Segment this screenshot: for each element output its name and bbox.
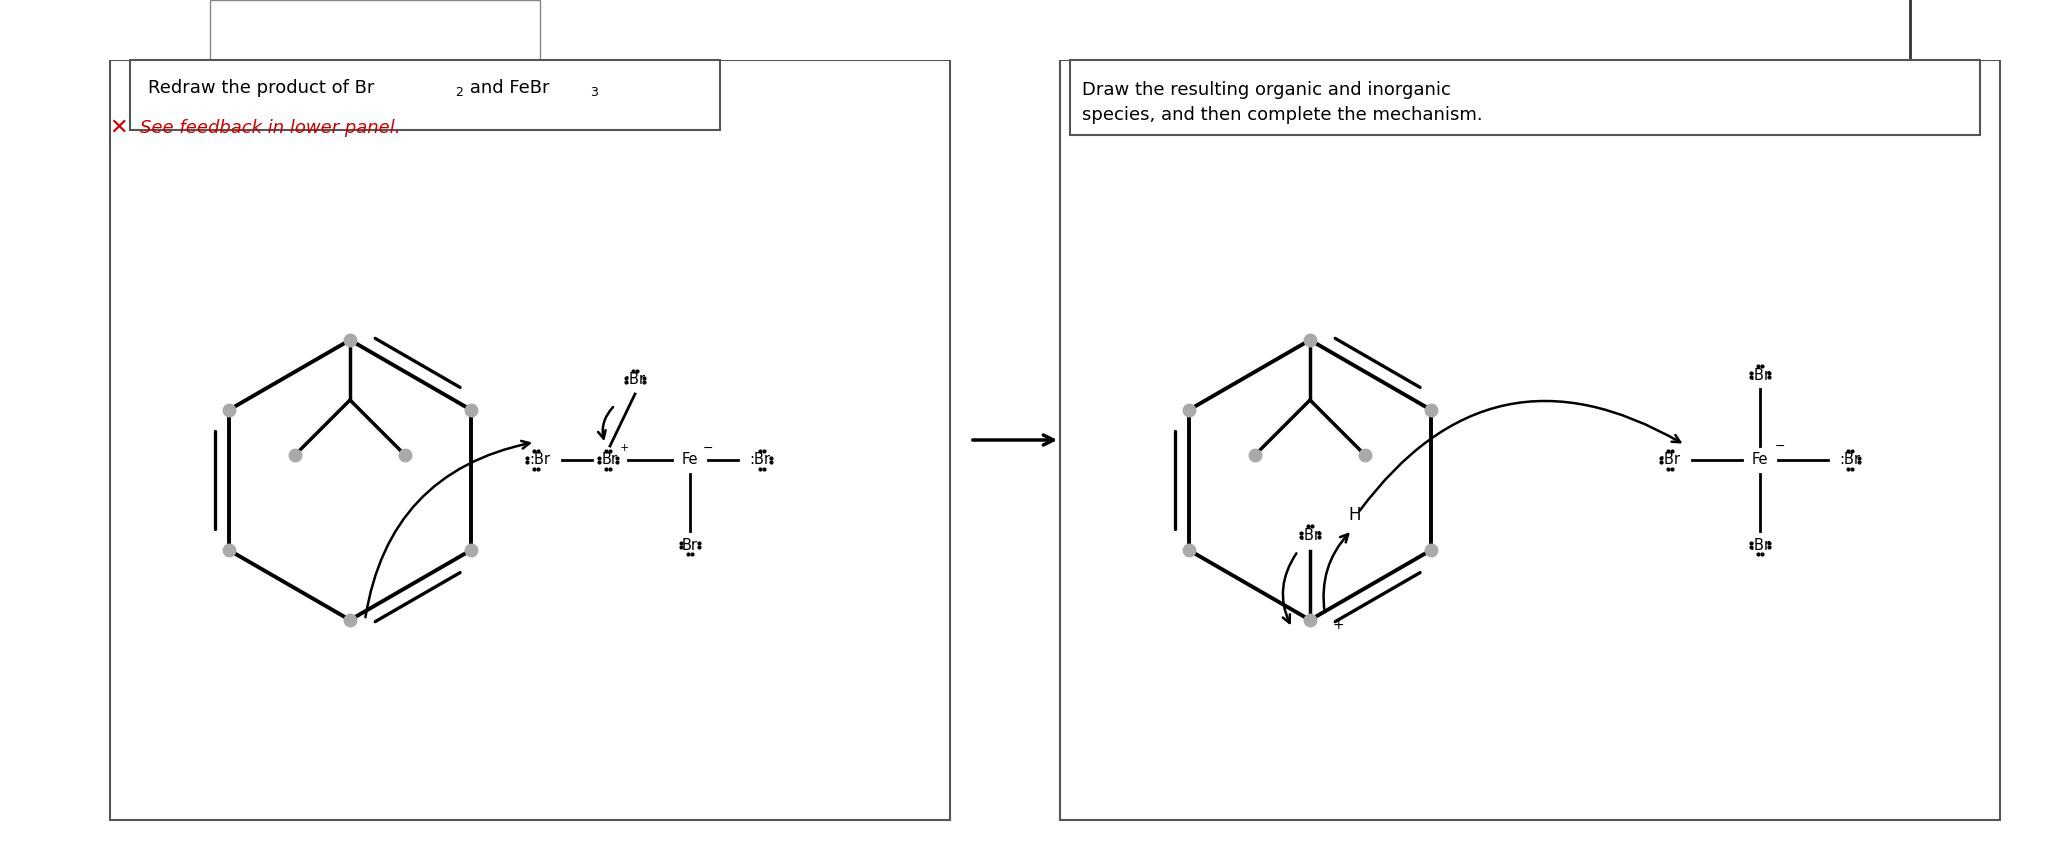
Bar [1070, 0, 1981, 62]
Bar [0, 0, 2046, 60]
Text: 3: 3 [589, 86, 597, 99]
Text: Draw the resulting organic and inorganic: Draw the resulting organic and inorganic [1082, 81, 1451, 99]
Text: :Br: :Br [624, 372, 644, 388]
Text: −: − [1774, 439, 1786, 453]
Text: See feedback in lower panel.: See feedback in lower panel. [139, 119, 401, 137]
Text: +: + [620, 443, 628, 453]
Text: :Br: :Br [1839, 453, 1860, 467]
Text: ✕: ✕ [108, 118, 127, 138]
Text: :Br: :Br [1659, 453, 1680, 467]
Bar [1070, 60, 1981, 135]
Text: :Br: :Br [530, 453, 550, 467]
Text: :Br: :Br [1749, 367, 1770, 382]
Text: Fe: Fe [681, 453, 698, 467]
Bar [211, 0, 540, 62]
Text: :Br: :Br [1749, 538, 1770, 553]
Text: :Br: :Br [749, 453, 771, 467]
Text: 2: 2 [454, 86, 462, 99]
Text: species, and then complete the mechanism.: species, and then complete the mechanism… [1082, 106, 1483, 124]
Text: +: + [1332, 618, 1344, 632]
Text: Br: Br [681, 538, 698, 553]
Bar [131, 60, 720, 130]
Text: −: − [702, 442, 714, 455]
Bar [110, 60, 949, 820]
Text: Redraw the product of Br: Redraw the product of Br [147, 79, 374, 97]
Text: Fe: Fe [1751, 453, 1768, 467]
Bar [0, 0, 2046, 60]
Text: H: H [1348, 506, 1361, 524]
Text: :Br: :Br [1299, 527, 1320, 543]
Text: Br: Br [602, 453, 618, 467]
Bar [1060, 60, 2001, 820]
Text: and FeBr: and FeBr [464, 79, 550, 97]
